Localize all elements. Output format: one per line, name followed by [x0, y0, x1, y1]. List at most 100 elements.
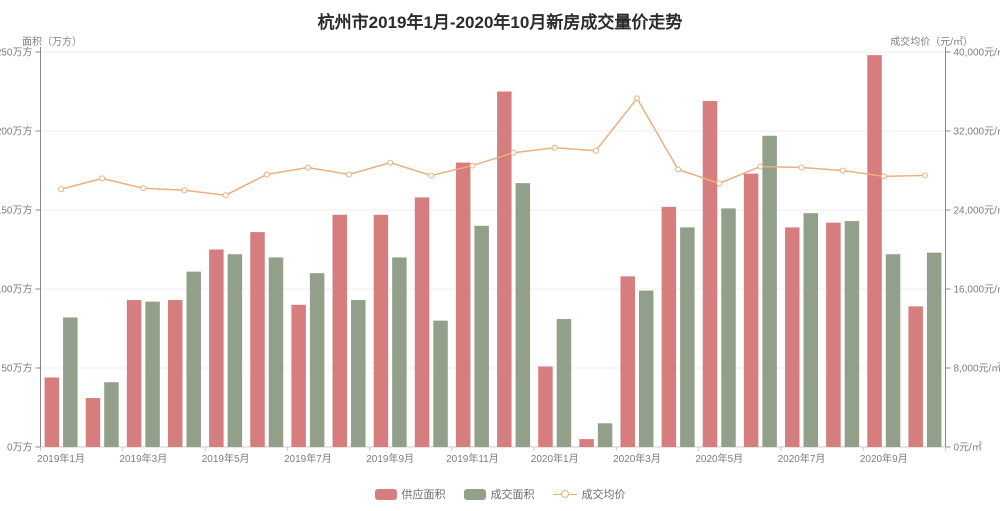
right-axis-tick-label: 32,000元/㎡ [954, 126, 1000, 138]
supply-bar [538, 366, 553, 447]
x-axis-tick-label: 2019年11月 [446, 452, 499, 465]
right-axis-tick-label: 40,000元/㎡ [954, 47, 1000, 59]
deal-bar [145, 301, 160, 447]
deal-bar [721, 208, 736, 447]
supply-bar [908, 306, 923, 447]
x-axis-tick-label: 2019年3月 [119, 452, 167, 465]
chart-title: 杭州市2019年1月-2020年10月新房成交量价走势 [317, 13, 683, 32]
supply-bar [126, 300, 142, 447]
right-axis-tick-label: 24,000元/㎡ [954, 205, 1000, 217]
supply-bar [785, 227, 800, 447]
price-point [140, 185, 147, 192]
supply-swatch-icon [374, 488, 397, 500]
deal-bar [638, 290, 654, 447]
legend-item-deal[interactable]: 成交面积 [463, 486, 535, 502]
deal-bar [63, 317, 78, 447]
price-point [181, 187, 188, 194]
supply-bar [497, 91, 512, 447]
price-point [921, 172, 928, 179]
left-axis-tick-label: 200万方 [0, 125, 33, 138]
supply-bar [867, 55, 882, 447]
legend-label-price: 成交均价 [581, 489, 626, 501]
deal-bar [515, 183, 531, 447]
supply-bar [250, 232, 265, 447]
price-point [798, 164, 805, 171]
price-point [675, 166, 682, 173]
price-point [839, 167, 846, 174]
price-point [428, 172, 435, 179]
price-point [263, 171, 270, 178]
supply-bar [620, 276, 635, 447]
price-point [633, 95, 640, 102]
legend-item-price[interactable]: 成交均价 [552, 486, 626, 502]
supply-bar [44, 377, 60, 447]
right-axis-tick-label: 8,000元/㎡ [954, 363, 1000, 375]
deal-bar [926, 252, 942, 447]
deal-bar [227, 254, 243, 447]
legend-label-supply: 供应面积 [401, 489, 446, 501]
price-point [99, 175, 106, 182]
left-axis-tick-label: 50万方 [1, 362, 32, 375]
deal-bar [680, 227, 695, 447]
supply-bar [455, 162, 471, 447]
price-point [510, 149, 517, 156]
supply-bar [826, 222, 841, 447]
deal-bar [556, 319, 572, 447]
supply-bar [579, 439, 594, 447]
x-axis-tick-label: 2019年9月 [366, 452, 414, 465]
x-axis-tick-label: 2020年5月 [695, 452, 743, 465]
price-line [60, 97, 925, 196]
price-point [304, 164, 311, 171]
x-axis-tick-label: 2019年1月 [37, 452, 85, 465]
price-point [387, 159, 394, 166]
deal-bar [268, 257, 284, 447]
left-axis-name: 面积（万方） [22, 37, 82, 48]
left-axis-tick-label: 150万方 [0, 204, 33, 217]
price-point [880, 173, 887, 180]
deal-bar [392, 257, 407, 447]
supply-bar [167, 300, 183, 447]
x-axis-tick-label: 2020年9月 [860, 452, 908, 465]
supply-bar [85, 398, 101, 447]
price-point [551, 144, 558, 151]
x-axis-tick-label: 2020年7月 [778, 452, 826, 465]
deal-swatch-icon [463, 488, 486, 500]
deal-bar [186, 271, 201, 447]
supply-bar [743, 173, 759, 447]
deal-bar [803, 213, 819, 447]
price-point [469, 162, 476, 169]
deal-bar [885, 254, 901, 447]
price-point [716, 180, 723, 187]
legend-item-supply[interactable]: 供应面积 [374, 486, 446, 502]
deal-bar [433, 320, 448, 447]
right-axis-name: 成交均价（元/㎡） [890, 37, 973, 48]
x-axis-tick-label: 2020年3月 [613, 452, 661, 465]
supply-bar [332, 214, 348, 447]
price-line-icon [552, 489, 577, 500]
x-axis-tick-label: 2019年7月 [284, 452, 332, 465]
price-point [757, 163, 764, 170]
supply-bar [209, 249, 224, 447]
left-axis-tick-label: 0万方 [7, 441, 33, 454]
supply-bar [291, 304, 306, 447]
x-axis-tick-label: 2020年1月 [531, 452, 579, 465]
legend-label-deal: 成交面积 [490, 489, 535, 501]
chart-canvas: 0万方 50万方 100万方 150万方 200万方 250万方 0元/㎡ 8,000元/㎡ 1… [0, 46, 1000, 466]
left-axis-tick-label: 250万方 [0, 46, 33, 59]
supply-bar [702, 100, 718, 447]
deal-bar [309, 273, 325, 447]
deal-bar [104, 382, 119, 447]
price-point [346, 171, 353, 178]
price-point [58, 186, 65, 193]
deal-bar [351, 300, 366, 447]
deal-bar [474, 225, 489, 447]
left-axis-tick-label: 100万方 [0, 283, 33, 296]
price-point [592, 147, 599, 154]
deal-bar [762, 135, 777, 448]
deal-bar [597, 423, 613, 447]
supply-bar [414, 197, 430, 447]
price-point [222, 192, 229, 199]
deal-bar [844, 221, 860, 447]
supply-bar [661, 206, 677, 447]
right-axis-tick-label: 0元/㎡ [954, 442, 982, 454]
